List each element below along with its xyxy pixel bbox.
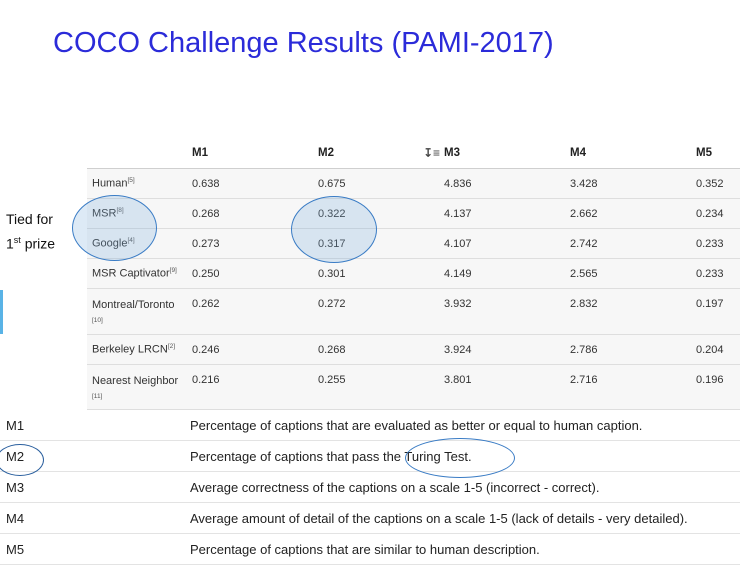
results-table: M1 M2 ↧≡ M3 M4 M5 Human[5] 0.638 0.675 4… [87,138,740,410]
header-m3-label: M3 [444,147,460,159]
cell-m2: 0.268 [318,334,444,365]
row-name: Montreal/Toronto [10] [87,288,192,335]
row-name: Human[5] [87,168,192,199]
row-name-text: Nearest Neighbor [92,375,179,387]
table-row: MSR[8] 0.268 0.322 4.137 2.662 0.234 [87,198,740,229]
cell-m1: 0.246 [192,334,318,365]
metric-definitions: M1 Percentage of captions that are evalu… [0,410,740,565]
cell-m3: 3.932 [444,288,570,335]
highlight-ellipse-turing-test [405,438,515,478]
definition-text: Percentage of captions that are evaluate… [186,410,740,441]
cell-m1: 0.262 [192,288,318,335]
cell-m5: 0.197 [696,288,740,335]
cell-m2: 0.255 [318,364,444,410]
table-row: MSR Captivator[9] 0.250 0.301 4.149 2.56… [87,258,740,289]
header-m3[interactable]: ↧≡ M3 [423,138,570,169]
header-name [87,138,192,169]
side-tab-marker [0,290,3,334]
definition-key: M3 [0,471,186,503]
row-ref[interactable]: [9] [169,267,177,275]
definition-row: M4 Average amount of detail of the capti… [0,502,740,534]
header-m1[interactable]: M1 [192,138,318,169]
tied-num: 1 [6,235,14,252]
cell-m3: 4.149 [444,258,570,289]
highlight-ellipse-m2-scores [291,196,377,263]
results-table-container: M1 M2 ↧≡ M3 M4 M5 Human[5] 0.638 0.675 4… [87,138,740,410]
cell-m4: 2.716 [570,364,696,410]
definition-key: M5 [0,533,186,565]
row-name: Berkeley LRCN[2] [87,334,192,365]
row-name-text: MSR Captivator [92,267,170,280]
cell-m1: 0.216 [192,364,318,410]
cell-m3: 4.137 [444,198,570,229]
table-row: Google[4] 0.273 0.317 4.107 2.742 0.233 [87,228,740,259]
cell-m5: 0.233 [696,258,740,289]
header-m2[interactable]: M2 [318,138,444,169]
tied-sup: st [13,235,21,245]
cell-m4: 2.565 [570,258,696,289]
cell-m5: 0.233 [696,228,740,259]
definition-row: M3 Average correctness of the captions o… [0,471,740,503]
highlight-ellipse-m2-key [0,444,44,476]
row-name: MSR Captivator[9] [87,258,192,289]
cell-m3: 4.836 [444,168,570,199]
header-row: M1 M2 ↧≡ M3 M4 M5 [87,138,740,169]
row-ref[interactable]: [11] [92,393,103,400]
tied-annotation: Tied for 1st prize [6,209,55,255]
row-ref[interactable]: [5] [127,177,135,185]
cell-m2: 0.272 [318,288,444,335]
cell-m3: 3.801 [444,364,570,410]
cell-m5: 0.234 [696,198,740,229]
cell-m1: 0.638 [192,168,318,199]
cell-m4: 2.786 [570,334,696,365]
header-m5[interactable]: M5 [696,138,740,169]
cell-m4: 2.832 [570,288,696,335]
cell-m4: 2.662 [570,198,696,229]
cell-m5: 0.204 [696,334,740,365]
definition-key: M1 [0,410,186,441]
sort-descending-icon[interactable]: ↧≡ [423,146,441,160]
cell-m5: 0.196 [696,364,740,410]
row-ref[interactable]: [10] [92,317,103,324]
definition-row: M1 Percentage of captions that are evalu… [0,410,740,441]
tied-rest: prize [20,235,56,252]
table-row: Montreal/Toronto [10] 0.262 0.272 3.932 2… [87,288,740,335]
row-name-text: Montreal/Toronto [92,299,175,311]
table-row: Human[5] 0.638 0.675 4.836 3.428 0.352 [87,168,740,199]
tied-annotation-line1: Tied for [6,211,53,227]
tied-annotation-line2: 1st prize [6,230,55,255]
row-ref[interactable]: [2] [167,343,176,351]
table-row: Berkeley LRCN[2] 0.246 0.268 3.924 2.786… [87,334,740,365]
page-title: COCO Challenge Results (PAMI-2017) [53,27,554,59]
definition-key: M4 [0,502,186,534]
cell-m1: 0.250 [192,258,318,289]
cell-m5: 0.352 [696,168,740,199]
cell-m2: 0.675 [318,168,444,199]
cell-m3: 3.924 [444,334,570,365]
table-row: Nearest Neighbor [11] 0.216 0.255 3.801 2… [87,364,740,410]
row-name-text: Human [92,177,128,190]
definition-row: M2 Percentage of captions that pass the … [0,440,740,472]
row-name: Nearest Neighbor [11] [87,364,192,410]
row-name-text: Berkeley LRCN [92,343,168,356]
cell-m4: 2.742 [570,228,696,259]
definition-text: Percentage of captions that are similar … [186,533,740,565]
highlight-ellipse-winners [72,195,157,261]
cell-m3: 4.107 [444,228,570,259]
definition-text: Average amount of detail of the captions… [186,502,740,534]
header-m4[interactable]: M4 [570,138,696,169]
definition-row: M5 Percentage of captions that are simil… [0,533,740,565]
definition-text: Average correctness of the captions on a… [186,471,740,503]
cell-m2: 0.301 [318,258,444,289]
cell-m4: 3.428 [570,168,696,199]
